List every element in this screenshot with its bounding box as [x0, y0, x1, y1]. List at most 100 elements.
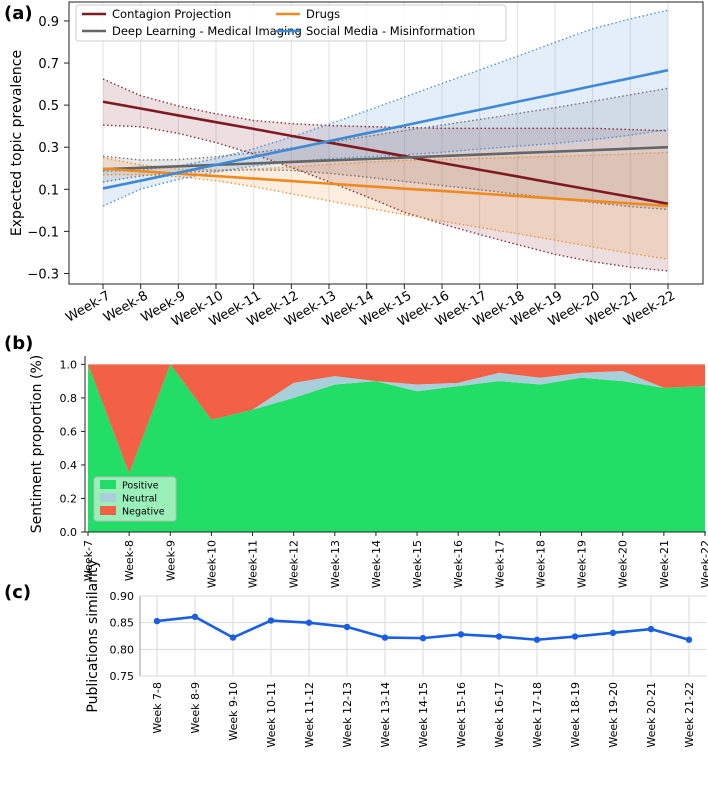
panel-b-label: (b): [4, 333, 33, 354]
y-tick-label: 0.90: [110, 590, 135, 603]
legend-entry: Neutral: [122, 494, 157, 505]
x-tick-label: Week 9-10: [227, 682, 240, 741]
legend-entry: Contagion Projection: [112, 7, 231, 21]
y-tick-label: −0.3: [27, 267, 59, 282]
y-tick-label: 0.2: [60, 492, 78, 505]
confidence-bound-line: [102, 87, 669, 161]
x-tick-label: Week 19-20: [607, 682, 620, 748]
data-point: [419, 634, 427, 642]
data-point: [609, 629, 617, 636]
y-tick-label: 0.6: [60, 425, 78, 438]
x-tick-label: Week 15-16: [455, 682, 468, 748]
x-tick-label: Week-10: [205, 540, 218, 588]
data-point: [343, 623, 351, 631]
x-tick-label: Week-13: [329, 540, 342, 588]
x-tick-label: Week 8-9: [189, 682, 202, 734]
x-tick-label: Week-17: [493, 540, 506, 588]
x-tick-label: Week-21: [658, 540, 671, 588]
stacked-area: [88, 364, 705, 474]
stacked-area: [88, 364, 705, 474]
similarity-chart: 0.75 0.80 0.85 0.90 Week 7-8 Week 8-9 Week 9-1…: [85, 559, 706, 748]
legend: Positive Neutral Negative: [93, 476, 177, 522]
y-tick-label: −0.1: [27, 225, 59, 240]
x-tick-label: Week 11-12: [303, 682, 316, 748]
series-line: [102, 68, 669, 190]
x-tick-label: Week 7-8: [151, 682, 164, 734]
x-tick-label: Week-20: [617, 540, 630, 588]
confidence-bound-line: [102, 128, 669, 207]
data-point: [457, 631, 465, 638]
legend-swatch: [100, 506, 116, 515]
x-tick-label: Week 20-21: [645, 682, 658, 748]
plot-frame: [68, 1, 704, 285]
data-point: [381, 634, 389, 641]
legend-swatch: [100, 493, 116, 502]
y-tick-label: 0.0: [60, 526, 78, 539]
x-tick-label: Week-16: [452, 540, 465, 588]
confidence-bound-line: [102, 78, 669, 132]
confidence-bound-line: [102, 151, 669, 171]
confidence-bound-line: [102, 9, 669, 173]
data-point: [571, 633, 579, 640]
legend-entry: Negative: [122, 507, 165, 518]
sentiment-chart: 0.0 0.2 0.4 0.6 0.8 1.0 Week-7 Week-8 Week-9 Week…: [29, 355, 708, 588]
x-tick-label: Week 18-19: [569, 682, 582, 748]
legend-entry: Social Media - Misinformation: [306, 24, 475, 38]
series-line: [102, 100, 669, 206]
data-point: [191, 613, 199, 620]
confidence-band: [103, 10, 668, 207]
y-tick-label: 0.5: [38, 99, 59, 114]
legend: Contagion Projection Deep Learning - Medi…: [75, 4, 507, 42]
y-tick-label: 0.85: [110, 617, 135, 630]
x-tick-label: Week-9: [164, 540, 177, 581]
y-tick-label: 0.75: [110, 670, 135, 683]
data-point: [305, 619, 313, 626]
x-tick-label: Week 10-11: [265, 682, 278, 748]
x-tick-label: Week-22: [699, 540, 708, 588]
topic-prevalence-chart: −0.3−0.10.10.30.50.70.9Week-7Week-8Week-…: [9, 1, 704, 330]
legend-entry: Deep Learning - Medical Imaging: [112, 24, 302, 38]
y-tick-label: 0.80: [110, 643, 135, 656]
x-tick-label: Week-11: [247, 540, 260, 588]
panel-a-label: (a): [4, 3, 33, 24]
x-tick-label: Week-19: [576, 540, 589, 588]
legend-entry: Drugs: [306, 7, 340, 21]
y-tick-label: 0.7: [38, 57, 59, 72]
confidence-bound-line: [102, 173, 669, 260]
stacked-area: [88, 364, 705, 532]
legend-swatch: [100, 480, 116, 489]
y-tick-label: 0.4: [60, 459, 78, 472]
x-tick-label: Week 16-17: [493, 682, 506, 748]
x-tick-label: Week 14-15: [417, 682, 430, 748]
legend-box: [75, 4, 507, 42]
y-tick-label: 0.1: [38, 183, 59, 198]
x-tick-label: Week 13-14: [379, 682, 392, 748]
y-axis-label: Publications similarity: [85, 559, 101, 712]
x-tick-label: Week-14: [370, 540, 383, 588]
series-line: [102, 167, 669, 208]
series-line: [102, 145, 669, 171]
data-point: [685, 636, 693, 643]
y-tick-label: 0.8: [60, 392, 78, 405]
x-tick-label: Week 21-22: [683, 682, 696, 748]
x-tick-label: Week-7: [82, 540, 95, 581]
legend-entry: Positive: [122, 481, 159, 492]
x-tick-label: Week 17-18: [531, 682, 544, 748]
y-tick-label: 0.9: [38, 15, 59, 30]
y-tick-label: 0.3: [38, 141, 59, 156]
x-tick-label: Week-18: [534, 540, 547, 588]
data-point: [229, 634, 237, 641]
data-point: [533, 636, 541, 643]
data-point: [153, 617, 161, 625]
x-tick-label: Week-12: [288, 540, 301, 588]
x-tick-label: Week-8: [123, 540, 136, 581]
data-point: [647, 625, 655, 633]
x-tick-label: Week-15: [411, 540, 424, 588]
panel-c-label: (c): [4, 582, 31, 603]
y-tick-label: 1.0: [60, 358, 78, 371]
y-axis-label: Sentiment proportion (%): [29, 355, 45, 533]
data-point: [495, 633, 503, 640]
x-tick-label: Week 12-13: [341, 682, 354, 748]
data-point: [267, 617, 275, 624]
